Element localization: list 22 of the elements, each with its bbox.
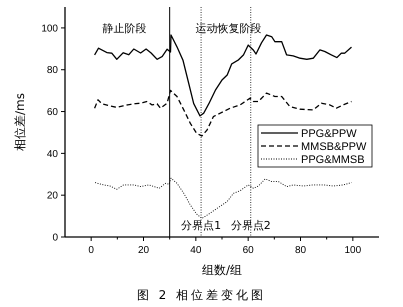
annotation: 运动恢复阶段	[195, 22, 262, 35]
legend-label: PPG&PPW	[301, 128, 358, 140]
x-tick-label: 20	[138, 245, 150, 256]
y-tick-label: 40	[46, 148, 58, 160]
legend-label: PPG&MMSB	[301, 154, 365, 166]
y-tick-label: 20	[46, 190, 58, 202]
x-axis-title: 组数/组	[202, 263, 242, 277]
y-tick-label: 100	[41, 23, 58, 34]
y-tick-label: 60	[46, 107, 58, 118]
x-tick-label: 40	[190, 245, 202, 256]
caption: 图 2 相位差变化图	[136, 288, 266, 302]
x-tick-label: 0	[88, 245, 94, 256]
x-tick-label: 80	[294, 245, 306, 256]
x-tick-label: 60	[242, 245, 254, 256]
y-tick-label: 0	[52, 232, 58, 244]
annotation: 静止阶段	[102, 22, 147, 35]
y-tick-label: 80	[46, 65, 58, 76]
x-tick-label: 100	[344, 245, 362, 256]
legend-label: MMSB&PPW	[301, 141, 368, 153]
y-axis-title: 相位差/ms	[13, 93, 27, 151]
ref-line-label: 分界点2	[230, 219, 271, 232]
ref-line-label: 分界点1	[181, 219, 222, 232]
